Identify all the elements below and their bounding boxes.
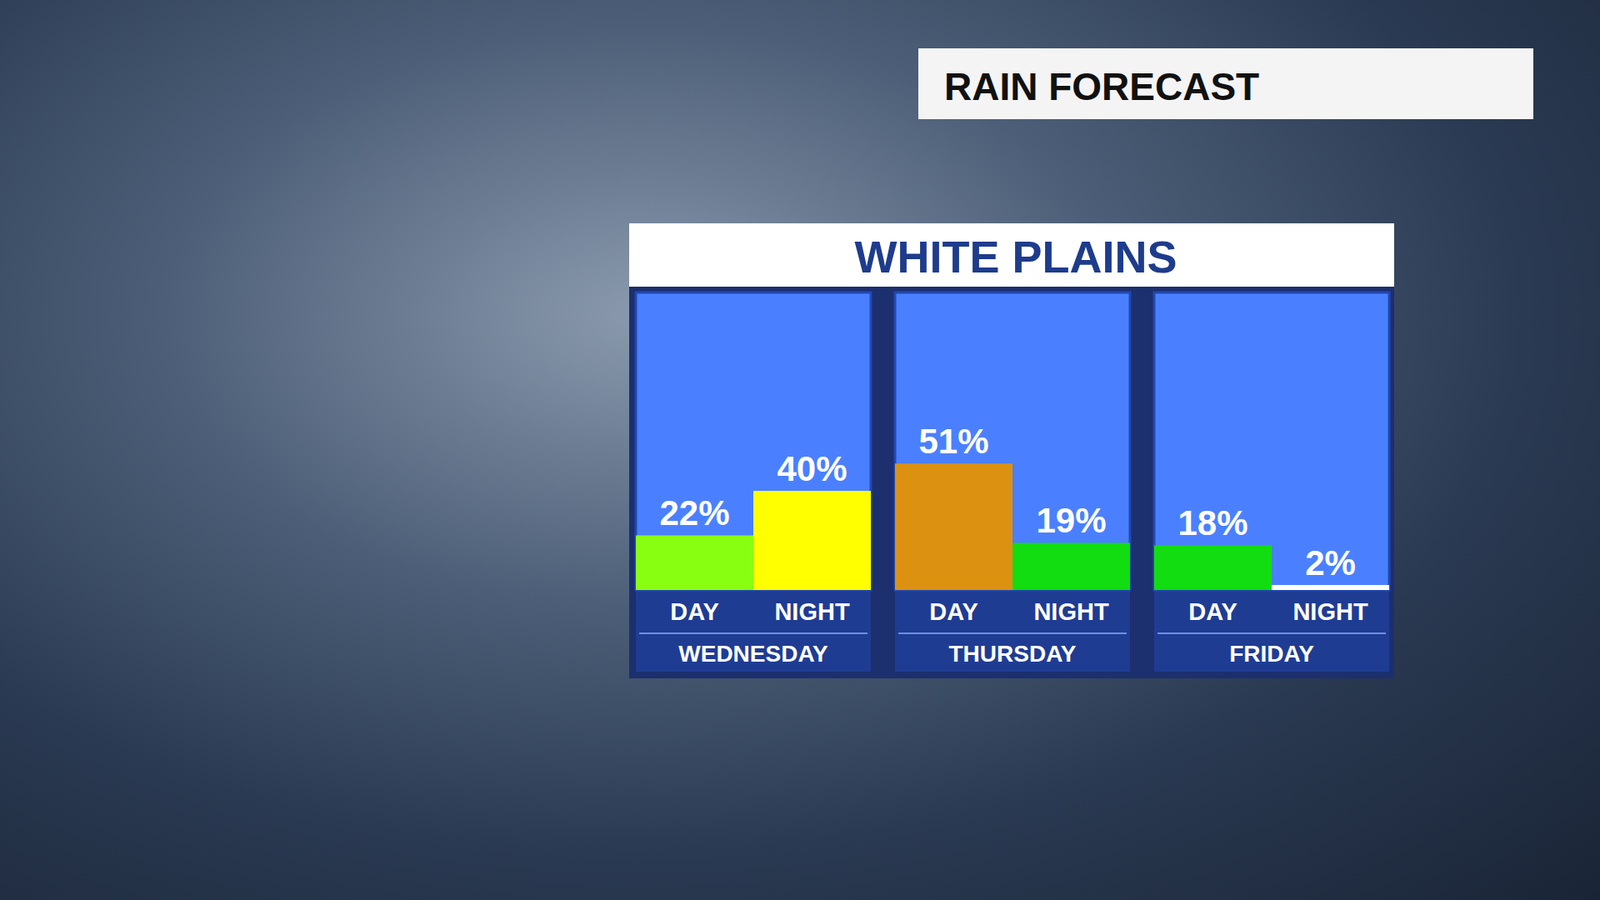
svg-text:NIGHT: NIGHT: [1292, 598, 1369, 625]
svg-text:18%: 18%: [1177, 503, 1248, 543]
svg-text:19%: 19%: [1035, 500, 1106, 540]
svg-text:DAY: DAY: [670, 598, 720, 625]
svg-text:THURSDAY: THURSDAY: [949, 640, 1077, 667]
svg-text:51%: 51%: [918, 421, 989, 461]
svg-text:NIGHT: NIGHT: [774, 598, 850, 625]
svg-text:40%: 40%: [776, 449, 847, 489]
svg-text:NIGHT: NIGHT: [1033, 598, 1110, 625]
svg-text:DAY: DAY: [1188, 598, 1238, 625]
svg-text:RAIN FORECAST: RAIN FORECAST: [944, 65, 1260, 109]
svg-text:DAY: DAY: [929, 598, 979, 625]
svg-text:WHITE PLAINS: WHITE PLAINS: [855, 231, 1178, 282]
svg-text:2%: 2%: [1305, 543, 1356, 583]
svg-text:WEDNESDAY: WEDNESDAY: [678, 640, 829, 667]
svg-text:22%: 22%: [659, 493, 730, 533]
svg-text:FRIDAY: FRIDAY: [1229, 640, 1315, 667]
